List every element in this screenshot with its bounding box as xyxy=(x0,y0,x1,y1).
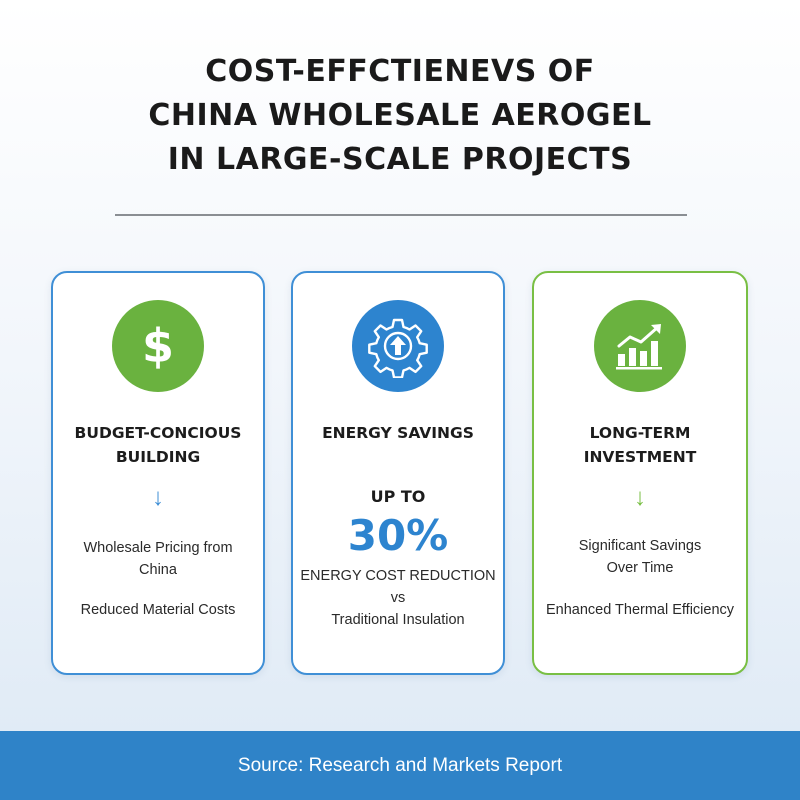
source-footer: Source: Research and Markets Report xyxy=(0,731,800,800)
dollar-icon: $ xyxy=(112,300,204,392)
card-text-energy: ENERGY COST REDUCTION vs Traditional Ins… xyxy=(300,568,496,628)
card-heading: LONG-TERM INVESTMENT xyxy=(583,424,697,466)
title-line: CHINA WHOLESALE AEROGEL xyxy=(148,98,652,133)
card-text-savings: Significant Savings Over Time xyxy=(578,538,702,576)
card-text-costs: Reduced Material Costs xyxy=(80,602,236,618)
title-divider xyxy=(115,214,687,216)
card-energy-savings: ENERGY SAVINGS UP TO 30% ENERGY COST RED… xyxy=(291,271,505,675)
growth-chart-icon xyxy=(594,300,686,392)
card-heading: ENERGY SAVINGS xyxy=(322,424,474,442)
card-long-term-investment: LONG-TERM INVESTMENT ↓ Significant Savin… xyxy=(532,271,748,675)
page-title: COST-EFFCTIENEVS OF CHINA WHOLESALE AERO… xyxy=(0,50,800,182)
card-text-pricing: Wholesale Pricing from China xyxy=(83,540,233,578)
title-line: COST-EFFCTIENEVS OF xyxy=(205,54,595,89)
savings-percent: 30% xyxy=(347,511,449,560)
source-text: Source: Research and Markets Report xyxy=(237,754,563,776)
up-to-label: UP TO xyxy=(370,487,426,506)
card-heading: BUDGET-CONCIOUS BUILDING xyxy=(74,424,242,466)
arrow-down-icon: ↓ xyxy=(152,484,164,511)
card-budget-conscious-building: $ BUDGET-CONCIOUS BUILDING ↓ Wholesale P… xyxy=(51,271,265,675)
title-line: IN LARGE-SCALE PROJECTS xyxy=(167,142,633,177)
gear-upload-icon xyxy=(352,300,444,392)
card-text-efficiency: Enhanced Thermal Efficiency xyxy=(545,602,735,618)
arrow-down-icon: ↓ xyxy=(634,484,646,511)
